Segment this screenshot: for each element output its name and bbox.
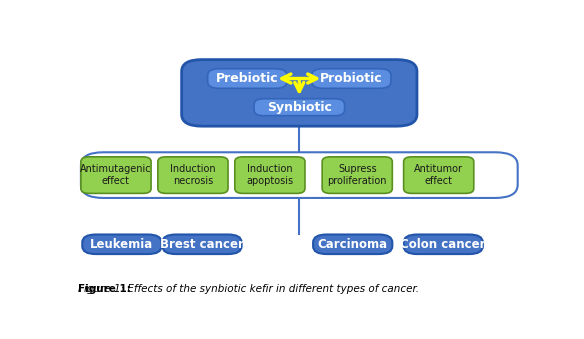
Text: Induction
necrosis: Induction necrosis [170,164,215,186]
Text: Synbiotic: Synbiotic [267,101,332,114]
FancyBboxPatch shape [81,157,151,193]
Text: Figure 1:: Figure 1: [78,284,130,294]
FancyBboxPatch shape [81,152,517,198]
Text: Colon cancer: Colon cancer [401,238,486,251]
Text: Probiotic: Probiotic [320,72,383,85]
FancyBboxPatch shape [254,99,345,116]
FancyBboxPatch shape [312,69,391,88]
FancyBboxPatch shape [158,157,228,193]
Text: Carcinoma: Carcinoma [318,238,388,251]
FancyBboxPatch shape [162,235,242,254]
FancyBboxPatch shape [208,69,287,88]
FancyBboxPatch shape [322,157,392,193]
FancyBboxPatch shape [82,235,162,254]
FancyBboxPatch shape [404,157,474,193]
Text: Antitumor
effect: Antitumor effect [414,164,463,186]
FancyBboxPatch shape [182,60,417,126]
Text: Figure 1: Effects of the synbiotic kefir in different types of cancer.: Figure 1: Effects of the synbiotic kefir… [78,284,419,294]
Text: Prebiotic: Prebiotic [216,72,279,85]
FancyBboxPatch shape [404,235,483,254]
Text: Supress
proliferation: Supress proliferation [328,164,387,186]
Text: Induction
apoptosis: Induction apoptosis [246,164,293,186]
FancyBboxPatch shape [313,235,392,254]
Text: Leukemia: Leukemia [91,238,154,251]
FancyBboxPatch shape [235,157,305,193]
Text: Brest cancer: Brest cancer [160,238,244,251]
Text: Antimutagenic
effect: Antimutagenic effect [80,164,152,186]
